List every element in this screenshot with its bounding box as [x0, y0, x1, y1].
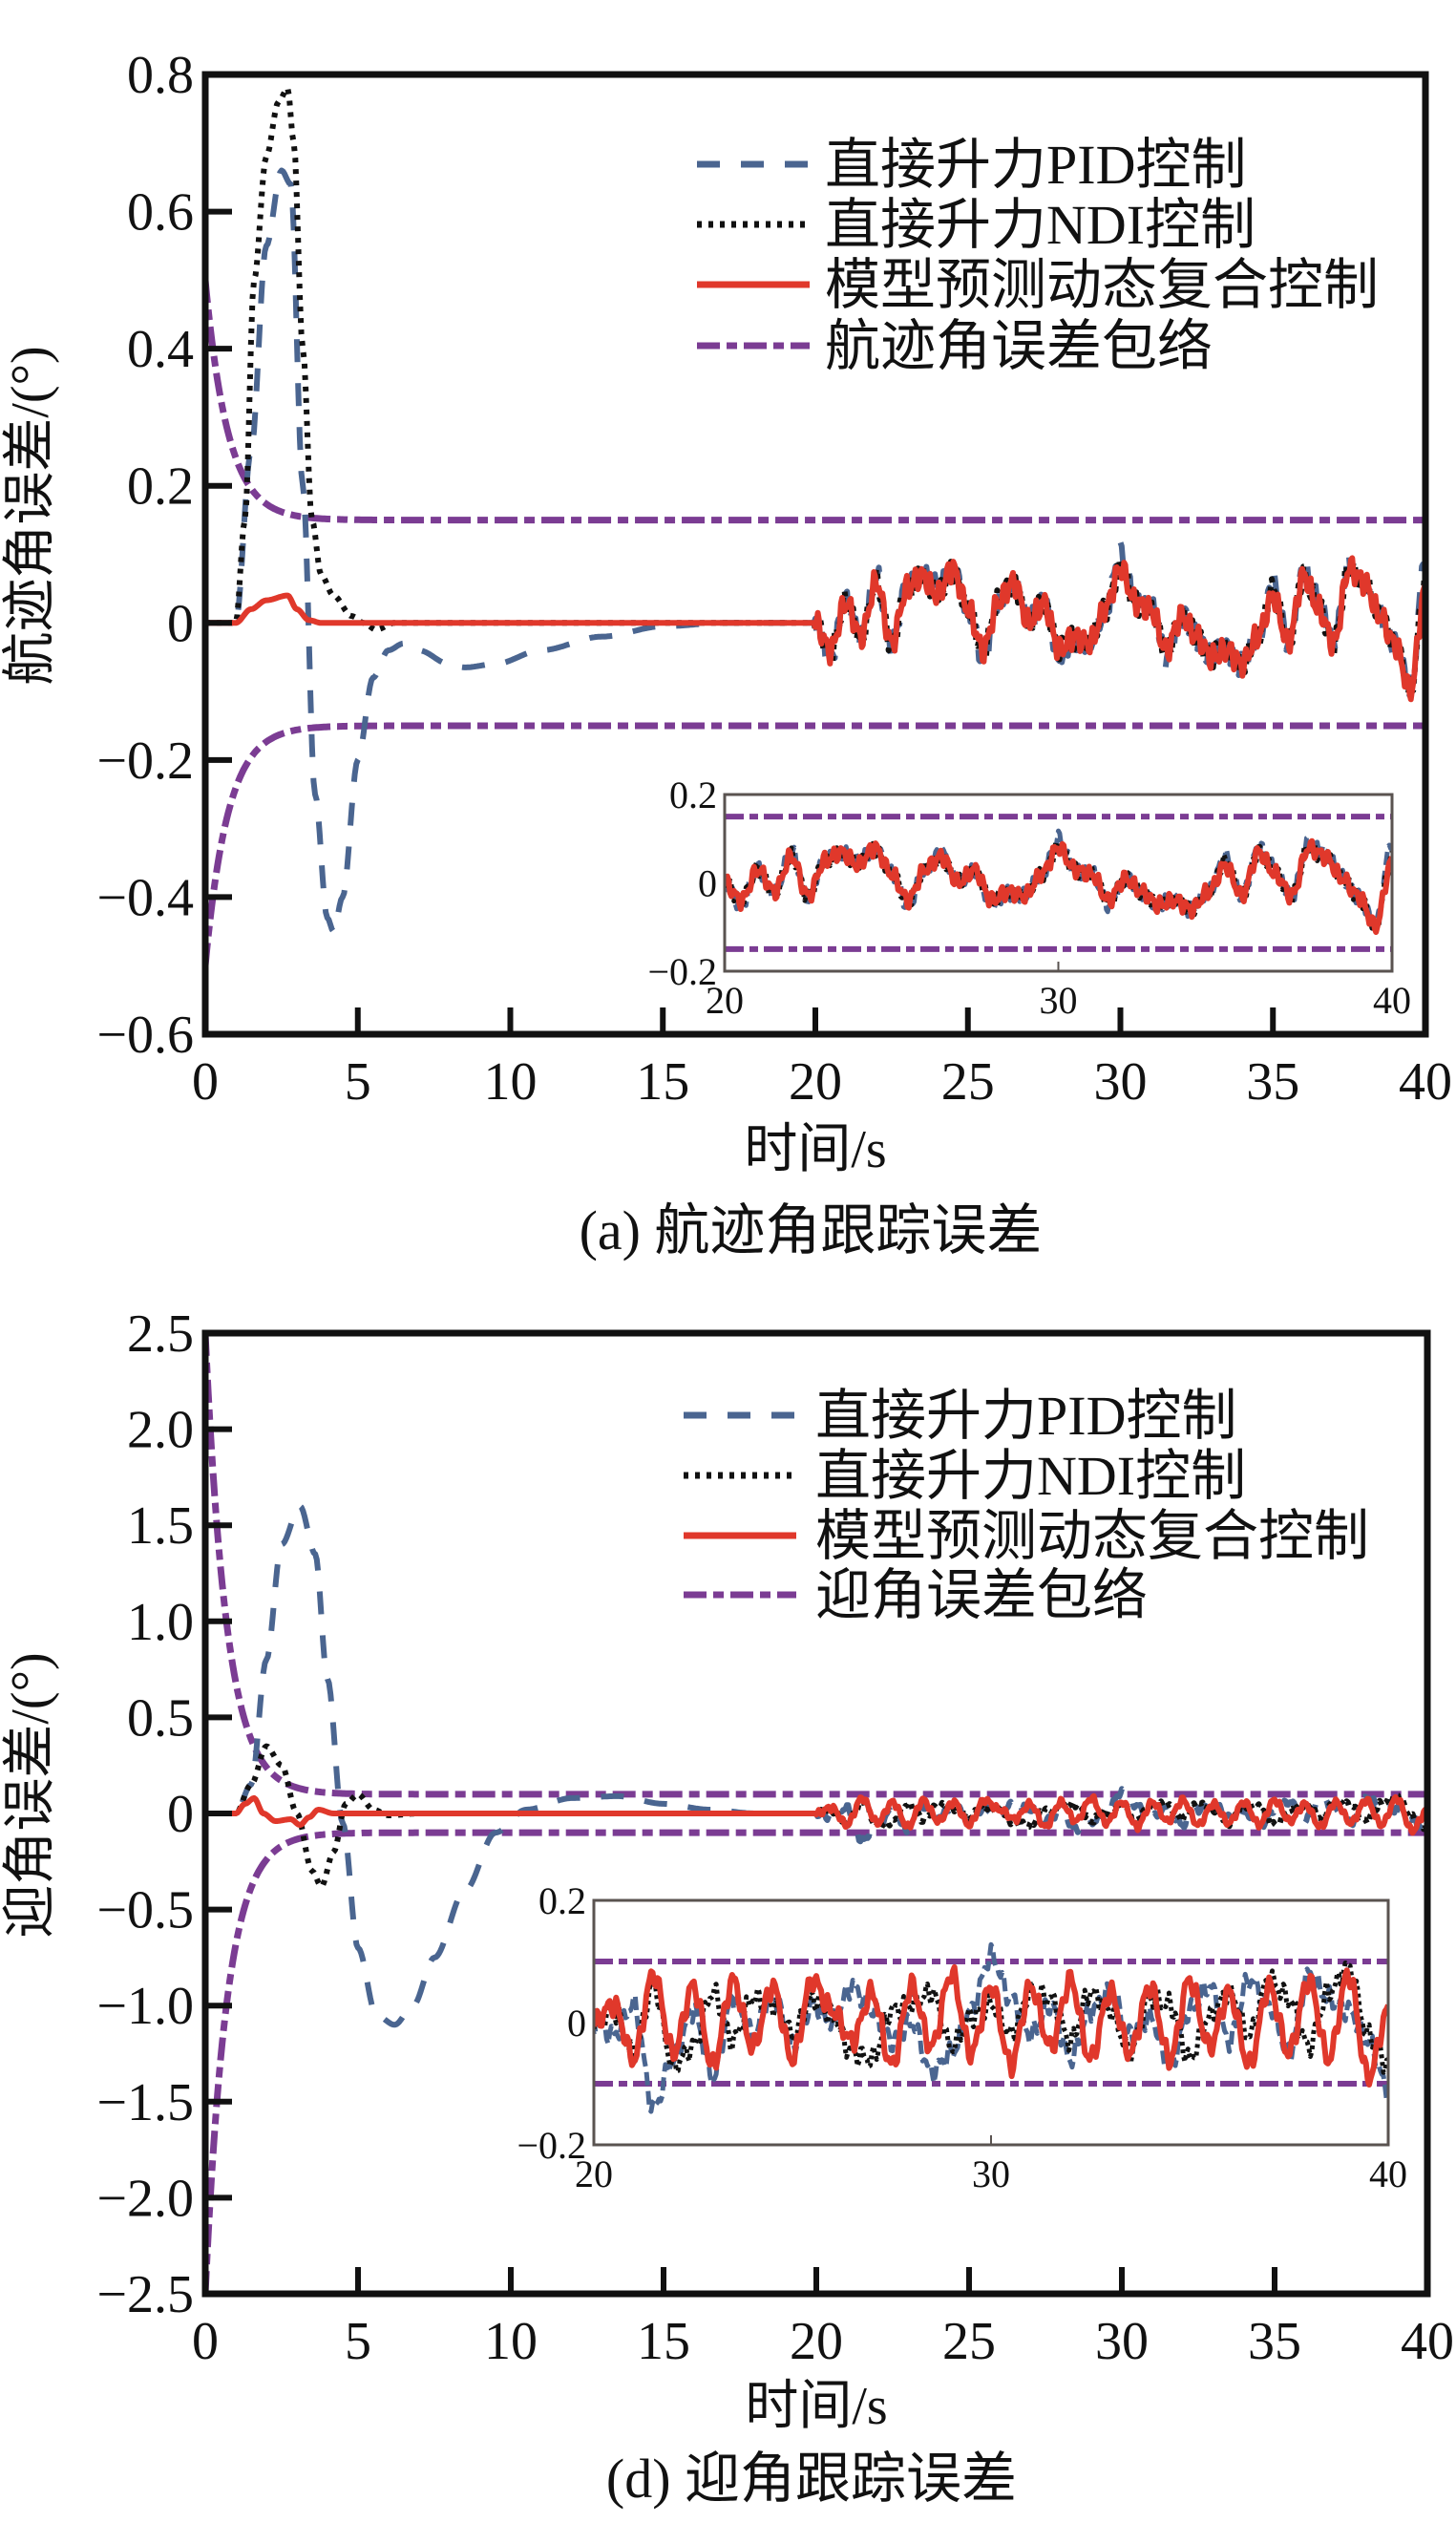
inset-y-tick-label: 0 — [698, 862, 717, 905]
inset-series-line-mpc — [594, 1963, 1388, 2088]
chart-a-y-axis-title: 航迹角误差/(°) — [1, 346, 60, 685]
y-tick-label: 0 — [167, 1785, 194, 1844]
y-tick-label: −0.6 — [96, 1006, 194, 1065]
envelope-lower-line — [205, 1829, 1427, 2294]
y-tick-label: 0 — [167, 594, 194, 653]
x-tick-label: 35 — [1248, 2312, 1301, 2371]
chart-d-plot-area: −2.5 −2.0 −1.5 −1.0 −0.5 0 0.5 1.0 1.5 2.0 2.5 0 5 10… — [96, 1304, 1454, 2371]
y-tick-label: 2.5 — [127, 1304, 194, 1364]
inset-x-tick-label: 30 — [1040, 979, 1078, 1022]
inset-x-tick-label: 20 — [575, 2152, 613, 2195]
x-tick-label: 5 — [345, 1052, 371, 1112]
chart-d-angle-of-attack-error: −2.5 −2.0 −1.5 −1.0 −0.5 0 0.5 1.0 1.5 2.0 2.5 0 5 10… — [1, 1304, 1454, 2510]
y-tick-label: 0.6 — [127, 183, 194, 243]
y-tick-label: −0.2 — [96, 731, 194, 791]
y-tick-label: 0.5 — [127, 1688, 194, 1748]
chart-a-flight-path-angle-error: −0.6 −0.4 −0.2 0 0.2 0.4 0.6 0.8 0 5 10 15 20 25 30 35 4… — [1, 46, 1452, 1261]
series-line-mpc — [205, 1792, 1427, 1836]
y-tick-label: 0.2 — [127, 457, 194, 517]
x-tick-label: 30 — [1095, 2312, 1149, 2371]
envelope-lower-line — [205, 722, 1425, 966]
inset-x-tick-label: 30 — [972, 2152, 1010, 2195]
chart-d-x-axis-title: 时间/s — [745, 2377, 887, 2436]
y-tick-label: 0.4 — [127, 320, 194, 379]
x-tick-label: 40 — [1399, 1052, 1452, 1112]
legend-label-mpc: 模型预测动态复合控制 — [815, 1505, 1369, 1567]
y-tick-label: −1.5 — [96, 2073, 194, 2132]
legend-label-envelope: 航迹角误差包络 — [825, 315, 1213, 377]
envelope-upper-line — [205, 1333, 1427, 1798]
y-tick-label: 1.5 — [127, 1496, 194, 1556]
y-tick-label: 2.0 — [127, 1401, 194, 1460]
x-tick-label: 15 — [636, 1052, 689, 1112]
y-tick-label: −1.0 — [96, 1977, 194, 2036]
x-tick-label: 10 — [484, 2312, 538, 2371]
x-tick-label: 25 — [942, 2312, 996, 2371]
inset-x-tick-label: 20 — [706, 979, 744, 1022]
x-tick-label: 40 — [1401, 2312, 1454, 2371]
chart-d-caption: (d) 迎角跟踪误差 — [606, 2448, 1017, 2510]
x-tick-label: 5 — [345, 2312, 371, 2371]
x-tick-label: 20 — [790, 2312, 843, 2371]
legend-label-ndi: 直接升力NDI控制 — [825, 194, 1256, 256]
y-tick-label: −0.4 — [96, 868, 194, 927]
x-tick-label: 10 — [484, 1052, 538, 1112]
x-tick-label: 30 — [1094, 1052, 1148, 1112]
inset-series-line-ndi — [594, 1961, 1388, 2075]
chart-d-inset: 20 30 40 −0.2 0 0.2 — [517, 1879, 1407, 2195]
y-tick-label: −2.5 — [96, 2265, 194, 2324]
inset-y-tick-label: 0.2 — [538, 1879, 586, 1922]
x-tick-label: 35 — [1246, 1052, 1299, 1112]
chart-a-x-axis-title: 时间/s — [744, 1120, 886, 1179]
y-tick-label: 0.8 — [127, 46, 194, 105]
inset-series-line-mpc — [725, 837, 1392, 935]
chart-d-y-axis-title: 迎角误差/(°) — [1, 1652, 60, 1938]
inset-series-layer — [594, 1941, 1388, 2114]
inset-series-layer — [725, 814, 1392, 952]
x-tick-label: 20 — [789, 1052, 842, 1112]
y-tick-label: 1.0 — [127, 1593, 194, 1652]
chart-a-plot-area: −0.6 −0.4 −0.2 0 0.2 0.4 0.6 0.8 0 5 10 15 20 25 30 35 4… — [96, 46, 1452, 1112]
legend-label-mpc: 模型预测动态复合控制 — [825, 254, 1379, 316]
inset-y-tick-label: 0 — [567, 2002, 586, 2045]
chart-d-legend: 直接升力PID控制 直接升力NDI控制 模型预测动态复合控制 迎角误差包络 — [684, 1385, 1369, 1626]
legend-label-envelope: 迎角误差包络 — [815, 1564, 1148, 1626]
chart-a-caption: (a) 航迹角跟踪误差 — [580, 1199, 1043, 1261]
chart-a-inset: 20 30 40 −0.2 0 0.2 — [647, 774, 1411, 1022]
y-tick-label: −0.5 — [96, 1881, 194, 1940]
inset-y-tick-label: −0.2 — [517, 2124, 586, 2167]
inset-background — [594, 1900, 1388, 2145]
legend-label-ndi: 直接升力NDI控制 — [815, 1445, 1246, 1507]
x-tick-label: 0 — [192, 2312, 219, 2371]
chart-a-series-layer — [205, 85, 1425, 966]
inset-series-line-pid — [594, 1941, 1388, 2114]
inset-background — [725, 795, 1392, 971]
x-tick-label: 15 — [637, 2312, 690, 2371]
y-tick-label: −2.0 — [96, 2169, 194, 2228]
series-line-mpc — [205, 555, 1425, 703]
x-tick-label: 25 — [941, 1052, 995, 1112]
x-tick-label: 0 — [192, 1052, 219, 1112]
chart-d-series-layer — [205, 1333, 1427, 2294]
inset-y-tick-label: −0.2 — [647, 950, 717, 993]
envelope-upper-line — [205, 280, 1425, 524]
inset-x-tick-label: 40 — [1373, 979, 1411, 1022]
inset-x-tick-label: 40 — [1369, 2152, 1407, 2195]
legend-label-pid: 直接升力PID控制 — [825, 134, 1246, 196]
inset-y-tick-label: 0.2 — [669, 774, 717, 816]
legend-label-pid: 直接升力PID控制 — [815, 1385, 1236, 1447]
chart-a-legend: 直接升力PID控制 直接升力NDI控制 模型预测动态复合控制 航迹角误差包络 — [697, 134, 1379, 377]
